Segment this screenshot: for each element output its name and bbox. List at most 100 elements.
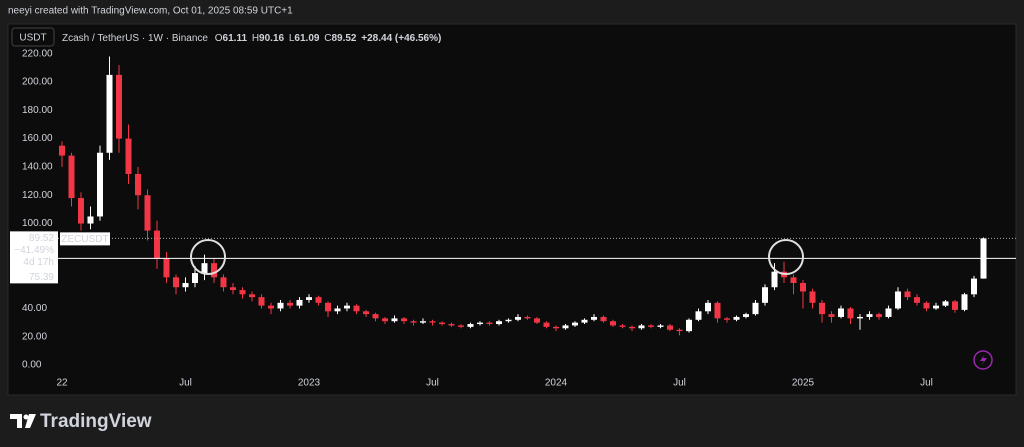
- candle-body: [876, 314, 882, 317]
- candle-body: [733, 316, 740, 320]
- candle-body: [952, 301, 958, 310]
- candle-body: [353, 305, 360, 312]
- legend-key: C: [324, 33, 331, 44]
- candle-body: [819, 302, 825, 315]
- last-price: 89.52: [29, 233, 54, 244]
- brand-logo: TradingView: [10, 411, 152, 432]
- candle-body: [971, 278, 977, 295]
- candle-body: [847, 308, 854, 319]
- candle-body: [391, 318, 398, 322]
- candle-body: [249, 294, 255, 298]
- candle-body: [724, 318, 730, 320]
- candle-body: [135, 173, 141, 196]
- candle-body: [315, 297, 322, 303]
- alert-icon[interactable]: [973, 350, 993, 370]
- candle-body: [657, 325, 664, 327]
- x-tick-label: Jul: [179, 378, 192, 389]
- candle-body: [705, 302, 711, 312]
- candle-body: [382, 318, 388, 322]
- candle-body: [838, 308, 844, 317]
- candle-body: [87, 216, 94, 224]
- candle-body: [638, 325, 645, 329]
- price-label-box: [10, 231, 58, 272]
- candle-body: [268, 305, 274, 309]
- candle-body: [496, 321, 502, 325]
- y-tick-label: 0.00: [22, 360, 42, 371]
- candle-body: [78, 198, 84, 224]
- candle-body: [904, 291, 911, 298]
- candle-body: [296, 299, 303, 306]
- candle-body: [201, 263, 208, 274]
- candle-body: [144, 195, 151, 231]
- symbol-label: ZECUSDT: [61, 234, 108, 245]
- candle-body: [325, 302, 331, 312]
- brand: TradingView: [40, 411, 152, 432]
- plot: 0.00 20.00 40.00 100.00 120.00 140.00 160.00 18…: [10, 48, 1016, 389]
- candle-body: [125, 138, 132, 174]
- candle-body: [344, 305, 350, 309]
- candle-body: [182, 282, 189, 288]
- currency-button[interactable]: [11, 27, 55, 47]
- candle-body: [505, 319, 512, 322]
- line-price: 75.39: [29, 272, 54, 283]
- candle-body: [923, 302, 930, 309]
- legend-key: L: [289, 33, 295, 44]
- legend-value: 61.09: [294, 33, 319, 44]
- legend-key: O: [215, 33, 223, 44]
- candle-body: [714, 302, 721, 319]
- line-price-box: [10, 270, 58, 284]
- candle-body: [59, 145, 65, 156]
- highlight-circle: [768, 239, 804, 275]
- logo-mark: [23, 414, 29, 420]
- candle-body: [695, 311, 702, 320]
- candle-body: [534, 318, 540, 323]
- candle-body: [372, 314, 379, 319]
- y-tick-label: 180.00: [22, 105, 53, 116]
- legend-change: +28.44 (+46.56%): [361, 33, 441, 44]
- candle-body: [429, 321, 436, 323]
- x-tick-label: 22: [56, 378, 68, 389]
- y-tick-label: 20.00: [22, 331, 47, 342]
- legend: Zcash / TetherUS · 1W · Binance O61.11 H…: [62, 33, 441, 44]
- candle-body: [553, 326, 559, 329]
- logo-mark: [25, 414, 36, 428]
- candle-body: [866, 314, 873, 317]
- logo-mark: [10, 414, 22, 428]
- candle-body: [676, 329, 683, 332]
- last-change: −41.49%: [14, 245, 54, 256]
- legend-key: H: [252, 33, 259, 44]
- candle-body: [334, 308, 341, 312]
- candle-body: [410, 321, 417, 323]
- candle-body: [600, 316, 607, 322]
- candle-body: [277, 302, 284, 309]
- candle-body: [828, 314, 835, 317]
- candle-body: [439, 322, 445, 325]
- candle-body: [401, 318, 407, 322]
- candle-body: [211, 263, 217, 278]
- candle-body: [363, 311, 369, 315]
- chart-pane: [7, 23, 1017, 396]
- candle-body: [562, 325, 569, 329]
- alert-bolt: [980, 354, 987, 366]
- candle-body: [220, 277, 227, 288]
- candle-body: [163, 258, 170, 278]
- candle-body: [572, 322, 578, 326]
- candle-body: [942, 301, 949, 306]
- x-tick-label: Jul: [673, 378, 686, 389]
- candle-body: [933, 305, 939, 309]
- credit: neeyi created with TradingView.com, Oct …: [8, 6, 293, 17]
- candle-body: [467, 324, 474, 327]
- legend-value: 90.16: [259, 33, 284, 44]
- candle-body: [610, 321, 616, 326]
- candle-body: [68, 155, 75, 199]
- currency-label: USDT: [19, 33, 46, 44]
- candle-body: [752, 302, 759, 315]
- x-tick-label: 2025: [792, 378, 815, 389]
- highlight-circle: [190, 239, 226, 275]
- y-tick-label: 140.00: [22, 162, 53, 173]
- candle-body: [154, 230, 160, 259]
- y-tick-label: 160.00: [22, 133, 53, 144]
- x-tick-label: 2024: [545, 378, 568, 389]
- x-tick-label: Jul: [426, 378, 439, 389]
